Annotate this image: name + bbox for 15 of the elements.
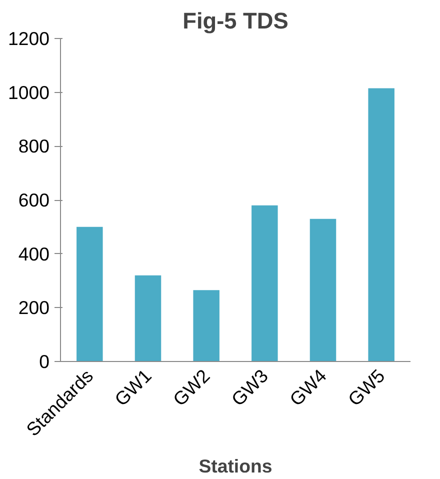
bar [252,205,278,362]
bar [368,88,394,362]
y-tick-label: 800 [18,136,50,157]
bar [76,226,103,362]
chart-title: Fig-5 TDS [182,8,288,34]
bar [134,275,162,362]
y-tick-label: 0 [39,351,50,372]
y-tick-label: 1000 [8,82,50,103]
y-tick-label: 200 [18,297,50,318]
x-axis-title: Stations [198,455,272,476]
bar [193,290,220,362]
y-tick-label: 600 [18,190,50,210]
bar [310,218,336,362]
y-tick-label: 1200 [8,28,50,49]
y-tick-label: 400 [18,243,50,264]
